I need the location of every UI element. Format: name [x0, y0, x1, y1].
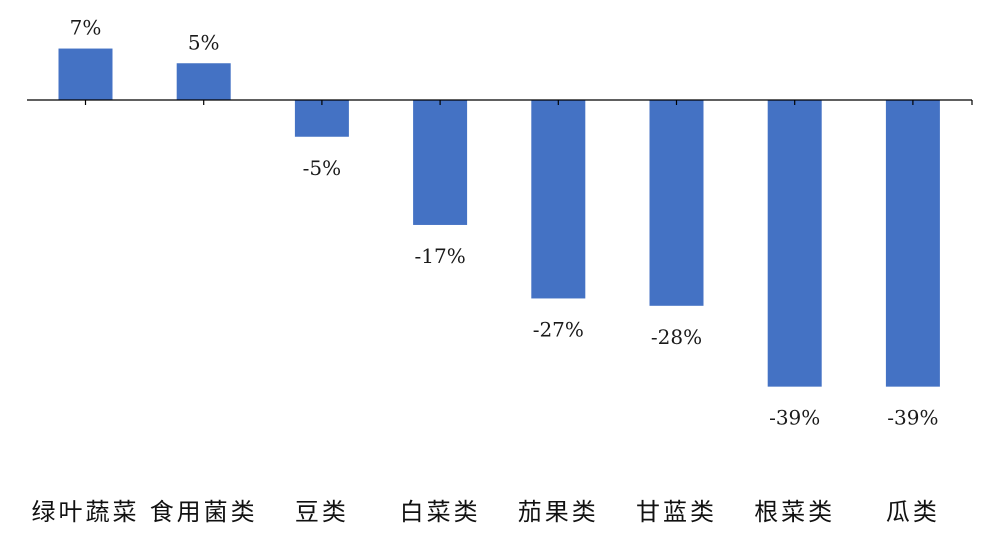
data-label: 7% — [70, 16, 102, 40]
data-label: 5% — [188, 30, 220, 54]
category-label: 瓜类 — [886, 498, 940, 526]
category-label: 茄果类 — [518, 498, 599, 526]
category-labels-layer: 绿叶蔬菜 食用菌类 豆类 白菜类 茄果类 甘蓝类 根菜类 瓜类 — [32, 498, 940, 526]
bar — [649, 100, 704, 306]
bar — [767, 100, 822, 387]
data-label: -28% — [651, 325, 702, 349]
bar — [294, 100, 349, 137]
bar — [531, 100, 586, 299]
bars-layer — [58, 48, 940, 387]
bar — [58, 48, 113, 100]
category-label: 绿叶蔬菜 — [32, 498, 140, 526]
bar — [885, 100, 940, 387]
category-label: 根菜类 — [754, 498, 835, 526]
data-label: -39% — [887, 406, 938, 430]
data-labels-layer: 7% 5% -5% -17% -27% -28% -39% -39% — [70, 16, 939, 430]
data-label: -39% — [769, 406, 820, 430]
category-label: 白菜类 — [400, 498, 481, 526]
category-label: 食用菌类 — [150, 498, 258, 526]
category-label: 豆类 — [295, 498, 349, 526]
data-label: -17% — [414, 244, 465, 268]
data-label: -27% — [533, 317, 584, 341]
bar — [413, 100, 468, 225]
ticks-layer — [84, 100, 973, 105]
data-label: -5% — [303, 156, 342, 180]
bar — [176, 63, 231, 100]
category-label: 甘蓝类 — [636, 498, 717, 526]
